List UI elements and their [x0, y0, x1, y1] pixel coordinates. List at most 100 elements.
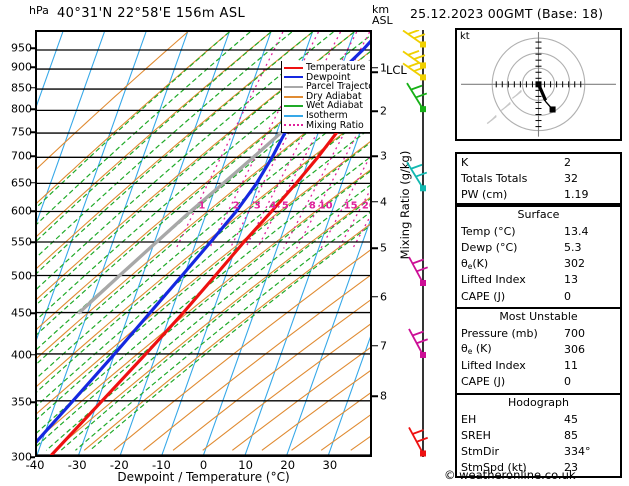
mixing-ratio-value: 10: [318, 200, 333, 212]
surface-row: Lifted Index 13: [457, 272, 620, 288]
mixing-ratio-value: 4: [269, 200, 277, 212]
pressure-axis: 300 350 400 450 500 550 600 650 700 750 800 850 900 9…: [0, 30, 35, 464]
legend-label: Mixing Ratio: [306, 119, 364, 131]
height-tick: [372, 110, 378, 113]
wind-barb: [408, 256, 429, 286]
legend-item: Wet Adiabat: [284, 101, 370, 111]
mixing-ratio-value: 8: [308, 200, 316, 212]
hodograph-trace: [461, 32, 616, 137]
legend-swatch: [284, 114, 303, 117]
hodograph-unit-label: kt: [460, 31, 470, 42]
temperature-tick-label: 10: [238, 458, 253, 472]
pressure-tick-label: 400: [11, 348, 32, 362]
row-label: Dewp (°C): [461, 240, 518, 254]
legend-swatch: [284, 85, 303, 88]
pressure-unit-label: hPa: [29, 4, 49, 17]
most-unstable-row: Lifted Index 11: [457, 358, 620, 374]
wind-barb: [406, 161, 428, 192]
row-value: 23: [564, 461, 578, 475]
row-label: θe(K): [461, 256, 489, 271]
row-label: StmSpd (kt): [461, 461, 527, 475]
height-unit-line2: ASL: [372, 14, 393, 27]
height-tick-label: 4: [380, 195, 387, 209]
height-tick-label: 3: [380, 149, 387, 163]
temperature-tick-label: -40: [25, 458, 45, 472]
table-heading: Surface: [517, 208, 560, 221]
pressure-tick-label: 900: [11, 60, 32, 74]
pressure-tick: [30, 275, 35, 277]
mixing-ratio-label-row: 1 2 345 810 1520: [37, 32, 370, 455]
index-row: Totals Totals 32: [457, 170, 620, 186]
row-label: StmDir: [461, 445, 500, 459]
wind-barb: [406, 82, 428, 113]
row-label: Pressure (mb): [461, 326, 538, 340]
legend-label: Dry Adiabat: [306, 90, 362, 102]
pressure-tick-label: 600: [11, 204, 32, 218]
most-unstable-row: θe (K) 306: [457, 341, 620, 357]
pressure-tick-label: 650: [11, 176, 32, 190]
pressure-tick-label: 550: [11, 235, 32, 249]
row-value: 85: [564, 428, 578, 442]
pressure-tick-label: 450: [11, 306, 32, 320]
surface-row: θe(K) 302: [457, 256, 620, 272]
legend-label: Dewpoint: [306, 71, 351, 83]
hodograph-table: Hodograph EH 45 SREH 85 StmDir 334° StmSpd (kt)…: [455, 393, 622, 478]
row-value: 2: [564, 155, 571, 169]
row-value: 0: [564, 375, 571, 389]
temperature-tick-label: 30: [322, 458, 338, 472]
pressure-tick-label: 850: [11, 81, 32, 95]
index-row: PW (cm) 1.19: [457, 186, 620, 202]
mixing-ratio-value: 1: [198, 200, 206, 212]
temperature-tick-label: -30: [67, 458, 87, 472]
mixing-ratio-value: 5: [281, 200, 289, 212]
legend-swatch: [284, 76, 303, 79]
height-tick: [372, 395, 378, 398]
legend-swatch: [284, 95, 303, 98]
height-axis: Mixing Ratio (g/kg) 1 2 3 4 5 6 7 8 LCL: [372, 30, 412, 457]
legend-item: Dry Adiabat: [284, 90, 370, 102]
most-unstable-row: CAPE (J) 0: [457, 374, 620, 390]
surface-parcel-table: Surface Temp (°C) 13.4 Dewp (°C) 5.3 θe(K) 302…: [455, 205, 622, 323]
surface-row: CAPE (J) 0: [457, 288, 620, 304]
copyright-footer: © weatheronline.co.uk: [444, 468, 576, 482]
row-label: Lifted Index: [461, 273, 526, 287]
pressure-tick: [30, 241, 35, 243]
row-value: 700: [564, 326, 585, 340]
pressure-tick-label: 700: [11, 149, 32, 163]
pressure-tick: [30, 155, 35, 158]
pressure-tick: [30, 108, 35, 110]
row-label: K: [461, 155, 469, 169]
row-value: 1.19: [564, 187, 589, 201]
mixing-ratio-value: 20: [361, 200, 370, 212]
height-tick-label: 5: [380, 241, 387, 255]
legend-item: Isotherm: [284, 110, 370, 122]
pressure-tick: [30, 66, 35, 69]
height-tick: [372, 345, 378, 347]
height-tick-label: 8: [380, 389, 387, 403]
row-value: 306: [564, 342, 585, 356]
most-unstable-row: Pressure (mb) 700: [457, 325, 620, 341]
legend-item: Parcel Trajectory: [284, 82, 370, 92]
legend-swatch: [284, 66, 303, 69]
pressure-tick-label: 950: [11, 41, 32, 55]
pressure-tick: [30, 210, 35, 212]
legend-item: Mixing Ratio: [284, 119, 370, 131]
row-value: 5.3: [564, 240, 582, 254]
mixing-ratio-value: 2: [232, 200, 240, 212]
wind-barb: [402, 30, 426, 48]
temperature-tick-label: -20: [109, 458, 129, 472]
legend-label: Isotherm: [306, 110, 348, 122]
row-label: PW (cm): [461, 187, 508, 201]
height-tick-label: 7: [380, 339, 387, 353]
row-label: SREH: [461, 428, 491, 442]
pressure-tick: [30, 86, 35, 89]
wind-barb: [408, 427, 429, 457]
row-value: 13.4: [564, 224, 589, 238]
height-unit-label: km ASL: [372, 4, 393, 26]
row-label: CAPE (J): [461, 375, 506, 389]
table-heading: Most Unstable: [499, 310, 578, 323]
row-label: Temp (°C): [461, 224, 516, 238]
